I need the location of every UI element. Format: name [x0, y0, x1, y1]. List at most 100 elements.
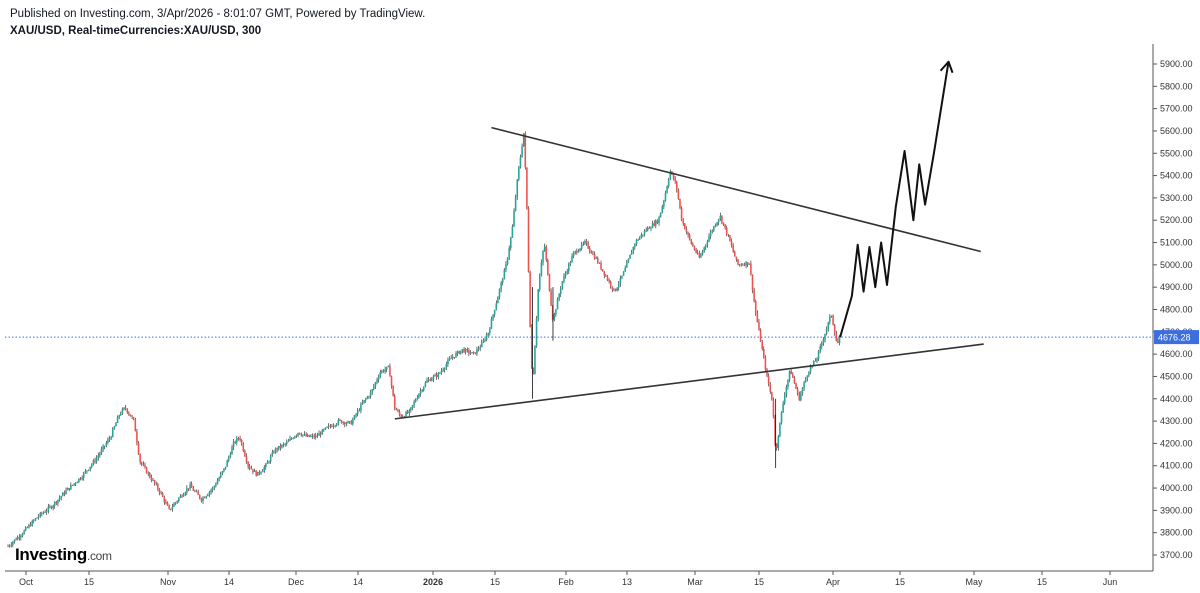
candle-body [84, 471, 87, 473]
candle-body [577, 250, 580, 253]
candle-body [455, 353, 457, 358]
candle-body [102, 446, 104, 450]
candle-body [579, 248, 581, 251]
current-price-badge [1154, 330, 1199, 345]
candle-body [568, 264, 570, 272]
candle-body [355, 414, 357, 416]
candle-body [282, 444, 285, 445]
candle-body [613, 288, 615, 290]
candle-body [745, 262, 747, 266]
candle-body [210, 490, 212, 492]
candle-body [165, 501, 167, 503]
candle-body [777, 436, 780, 449]
candle-body [466, 349, 469, 350]
candle-body [173, 503, 175, 507]
candle-body [76, 481, 79, 484]
candle-body [527, 208, 530, 272]
candle-body [655, 220, 657, 226]
candle-body [57, 499, 59, 504]
y-tick-label: 4600.00 [1160, 349, 1193, 359]
candle-body [634, 243, 636, 247]
candle-body [171, 506, 174, 510]
candle-body [34, 518, 37, 521]
x-tick-label: Oct [19, 577, 34, 587]
candle-body [547, 259, 549, 275]
candle-body [580, 243, 583, 249]
candle-body [248, 466, 251, 469]
candle-body [78, 478, 80, 482]
candle-body [74, 483, 77, 484]
candle-body [766, 369, 768, 376]
candle-body [648, 227, 651, 229]
candle-body [555, 309, 557, 315]
candle-body [55, 501, 58, 504]
candle-body [20, 535, 22, 538]
candle-body [15, 539, 17, 541]
publish-info: Published on Investing.com, 3/Apr/2026 -… [10, 8, 426, 20]
x-tick-label: 15 [895, 577, 905, 587]
candle-body [178, 497, 180, 501]
candle-body [87, 469, 90, 471]
candle-body [642, 234, 644, 236]
x-tick-label: 15 [84, 577, 94, 587]
candle-body [505, 263, 507, 270]
candle-body [189, 484, 191, 489]
candle-body [190, 484, 193, 488]
candle-body [334, 425, 336, 427]
y-tick-label: 4400.00 [1160, 394, 1193, 404]
candle-body [616, 287, 618, 291]
candle-body [534, 346, 536, 375]
candle-body [653, 223, 656, 226]
candle-body [387, 365, 390, 367]
candle-body [313, 435, 315, 438]
candle-body [318, 433, 320, 436]
candle-body [94, 460, 96, 462]
candle-body [155, 483, 158, 485]
candle-body [450, 358, 452, 359]
candle-body [440, 370, 443, 373]
candle-body [576, 251, 578, 253]
candle-body [227, 456, 230, 461]
candle-body [385, 366, 388, 370]
candle-body [767, 375, 770, 385]
candle-body [12, 542, 14, 545]
candle-body [300, 434, 303, 436]
candle-body [131, 416, 133, 418]
candle-body [139, 454, 141, 463]
candle-body [730, 241, 733, 246]
candle-body [379, 372, 382, 377]
candle-body [366, 396, 369, 399]
candle-body [588, 248, 591, 252]
candle-body [559, 288, 562, 295]
candle-body [422, 386, 425, 391]
candle-body [331, 426, 333, 428]
candle-body [136, 431, 138, 443]
candle-body [229, 454, 232, 457]
candle-body [779, 422, 781, 437]
candle-body [506, 257, 509, 264]
candle-body [290, 438, 293, 440]
candle-body [561, 281, 564, 289]
candle-body [89, 466, 91, 470]
candle-body [274, 448, 277, 453]
candle-body [284, 443, 286, 445]
candle-body [808, 372, 810, 376]
candle-body [39, 512, 42, 517]
candle-body [402, 416, 404, 418]
candle-body [746, 262, 749, 265]
candle-body [801, 388, 804, 394]
candle-body [522, 133, 525, 147]
candle-body [215, 484, 217, 487]
candle-body [498, 289, 501, 297]
candle-body [540, 262, 543, 276]
candle-body [600, 263, 602, 270]
candle-body [479, 347, 481, 349]
candle-body [53, 501, 56, 506]
candle-body [374, 382, 377, 387]
candle-body [263, 467, 266, 471]
candle-body [28, 524, 30, 528]
candle-body [682, 219, 685, 224]
candle-body [495, 303, 498, 310]
candle-body [132, 417, 135, 420]
